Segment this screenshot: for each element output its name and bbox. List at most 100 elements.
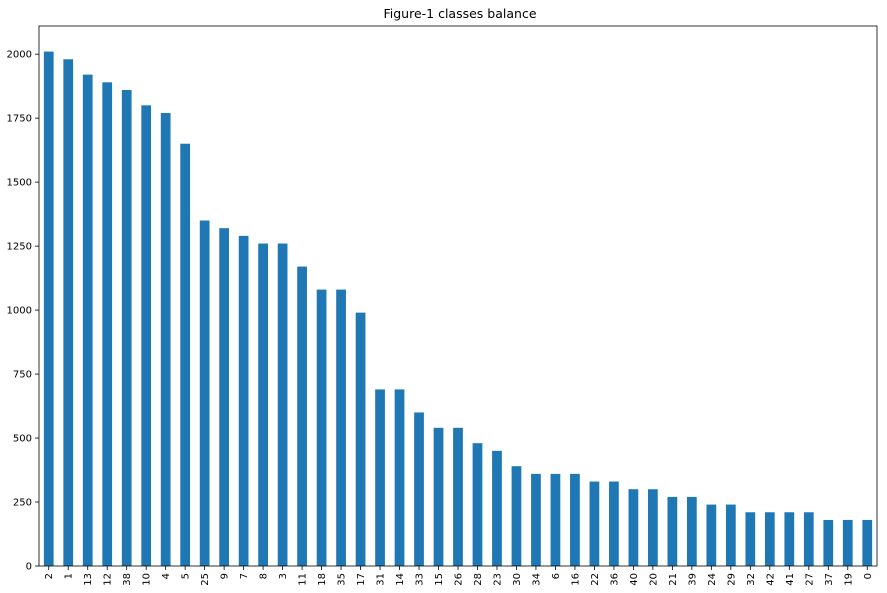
- bar-29: [725, 504, 736, 566]
- x-tick-label: 40: [629, 573, 640, 586]
- x-tick-label: 0: [863, 573, 874, 579]
- bar-20: [648, 489, 658, 566]
- bar-42: [764, 512, 775, 566]
- x-tick-label: 20: [648, 573, 659, 586]
- x-tick-label: 2: [44, 573, 55, 579]
- bar-2: [43, 51, 54, 567]
- bar-17: [355, 312, 366, 566]
- y-tick-label: 500: [13, 434, 32, 445]
- y-tick-label: 1750: [7, 114, 32, 125]
- x-tick-label: 24: [707, 573, 718, 586]
- x-tick-label: 15: [434, 573, 445, 586]
- x-tick-label: 36: [609, 573, 620, 586]
- x-tick-label: 37: [824, 573, 835, 586]
- bar-21: [667, 496, 678, 566]
- x-tick-label: 4: [161, 573, 172, 579]
- x-tick-label: 22: [590, 573, 601, 586]
- bar-26: [453, 427, 463, 566]
- x-tick-label: 33: [415, 573, 426, 586]
- x-tick-label: 23: [492, 573, 503, 586]
- x-tick-label: 12: [103, 573, 114, 586]
- y-axis-ticks: 0 250 500 750 1000 1250 1500 1750 2000: [7, 50, 39, 573]
- x-tick-label: 16: [570, 573, 581, 586]
- bar-3: [277, 243, 288, 567]
- x-tick-label: 27: [804, 573, 815, 586]
- x-tick-label: 28: [473, 573, 484, 586]
- x-tick-label: 13: [83, 573, 94, 586]
- x-tick-label: 41: [785, 573, 796, 586]
- bar-0: [862, 519, 873, 566]
- x-tick-label: 17: [356, 573, 367, 586]
- x-tick-label: 29: [726, 573, 737, 586]
- bar-23: [492, 450, 502, 566]
- bar-16: [570, 473, 580, 566]
- chart-title: Figure-1 classes balance: [383, 6, 536, 21]
- bar-19: [842, 519, 853, 566]
- bar-22: [589, 481, 600, 566]
- x-tick-label: 5: [181, 573, 192, 579]
- bar-37: [823, 519, 834, 566]
- x-tick-label: 6: [551, 573, 562, 579]
- x-tick-label: 38: [122, 573, 133, 586]
- bar-11: [297, 266, 307, 566]
- x-tick-label: 3: [278, 573, 289, 579]
- y-tick-label: 250: [13, 498, 32, 509]
- bar-36: [609, 481, 619, 566]
- bar-10: [141, 105, 152, 567]
- bar-28: [472, 443, 483, 566]
- axes-frame: [38, 25, 878, 567]
- x-tick-label: 21: [668, 573, 679, 586]
- bar-1: [63, 59, 74, 566]
- x-tick-label: 32: [746, 573, 757, 586]
- bar-14: [394, 389, 405, 566]
- x-tick-label: 8: [259, 573, 270, 579]
- x-tick-label: 30: [512, 573, 523, 586]
- y-tick-label: 1000: [7, 306, 32, 317]
- y-tick-label: 750: [13, 370, 32, 381]
- bar-38: [121, 89, 132, 566]
- x-tick-label: 10: [142, 573, 153, 586]
- bar-25: [199, 220, 210, 566]
- x-tick-label: 1: [64, 573, 75, 579]
- x-tick-label: 9: [220, 573, 231, 579]
- bar-34: [531, 473, 541, 566]
- bar-9: [219, 228, 230, 566]
- bar-6: [550, 473, 561, 566]
- x-tick-label: 19: [843, 573, 854, 586]
- x-tick-label: 7: [239, 573, 250, 579]
- bar-30: [511, 466, 522, 566]
- x-tick-label: 25: [200, 573, 211, 586]
- x-tick-label: 18: [317, 573, 328, 586]
- y-tick-label: 1500: [7, 178, 32, 189]
- bar-41: [784, 512, 795, 566]
- bar-4: [160, 113, 171, 566]
- x-axis-ticks: 2 1 13 12 38 10 4 5 25 9 7 8 3 11 18 35 17 31 14 33 15 26 28 23…: [44, 566, 874, 586]
- bar-5: [180, 143, 191, 567]
- bar-7: [238, 235, 249, 566]
- x-tick-label: 35: [337, 573, 348, 586]
- bar-15: [433, 427, 444, 566]
- bar-33: [414, 412, 424, 566]
- x-tick-label: 14: [395, 573, 406, 586]
- x-tick-label: 31: [376, 573, 387, 586]
- y-tick-label: 0: [26, 562, 32, 573]
- x-tick-label: 34: [531, 573, 542, 586]
- bar-18: [316, 289, 327, 566]
- x-tick-label: 26: [454, 573, 465, 586]
- bar-39: [686, 496, 697, 566]
- bar-40: [628, 489, 639, 566]
- x-tick-label: 11: [298, 573, 309, 586]
- bar-32: [745, 512, 756, 566]
- y-tick-label: 2000: [7, 50, 32, 61]
- y-tick-label: 1250: [7, 242, 32, 253]
- bar-13: [82, 74, 93, 566]
- bar-27: [803, 512, 814, 566]
- bars-group: [43, 51, 873, 567]
- bar-12: [102, 82, 113, 566]
- plot-frame: [38, 25, 878, 567]
- bar-31: [375, 389, 385, 566]
- x-tick-label: 39: [687, 573, 698, 586]
- bar-24: [706, 504, 717, 566]
- bar-35: [336, 289, 346, 566]
